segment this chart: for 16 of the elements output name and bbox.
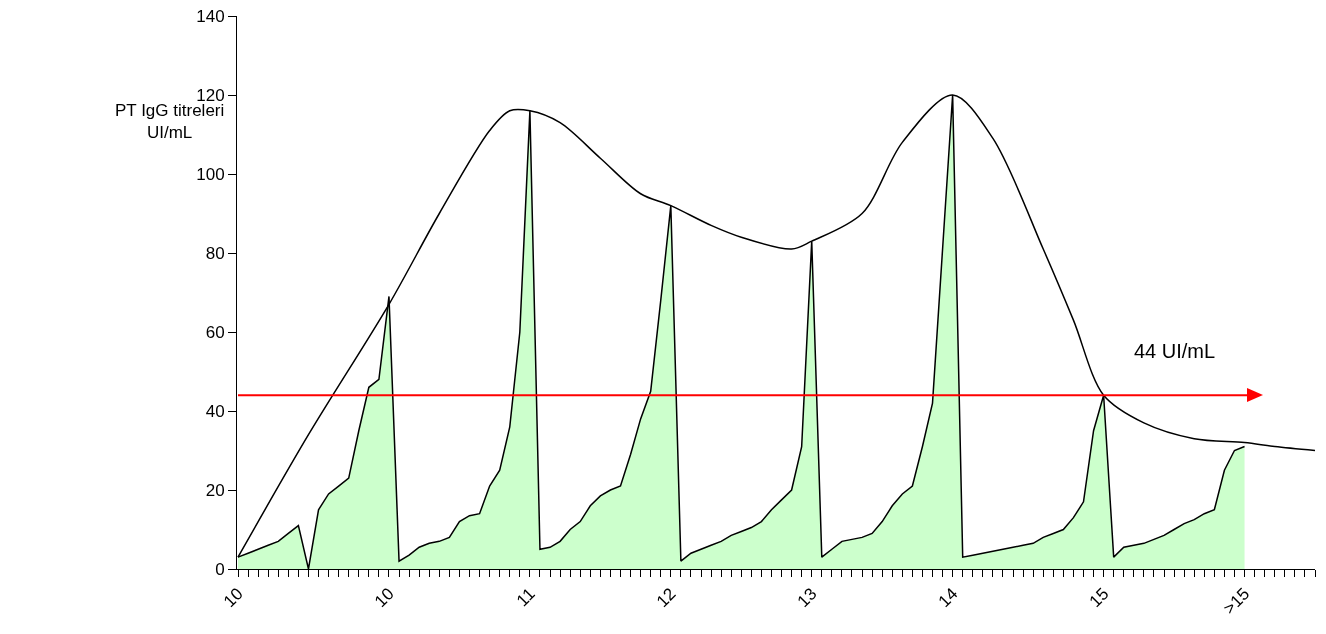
x-tick-label: 10 (371, 584, 398, 612)
x-tick-label: >15 (1219, 584, 1254, 619)
x-tick-label: 15 (1085, 584, 1113, 612)
x-tick-label: 14 (934, 584, 962, 612)
x-tick-label: 12 (652, 584, 680, 612)
y-tick-label: 80 (205, 243, 225, 263)
y-tick-label: 60 (205, 322, 225, 342)
y-tick-label: 0 (215, 559, 225, 579)
ref-line-label: 44 UI/mL (1134, 340, 1216, 362)
x-tick-label: 10 (220, 584, 247, 612)
y-tick-label: 40 (205, 401, 225, 421)
y-tick-label: 140 (196, 6, 225, 26)
y-tick-label: 100 (196, 164, 225, 184)
x-tick-label: 13 (793, 584, 821, 612)
x-tick-label: 11 (512, 584, 539, 611)
y-tick-label: 20 (205, 480, 225, 500)
